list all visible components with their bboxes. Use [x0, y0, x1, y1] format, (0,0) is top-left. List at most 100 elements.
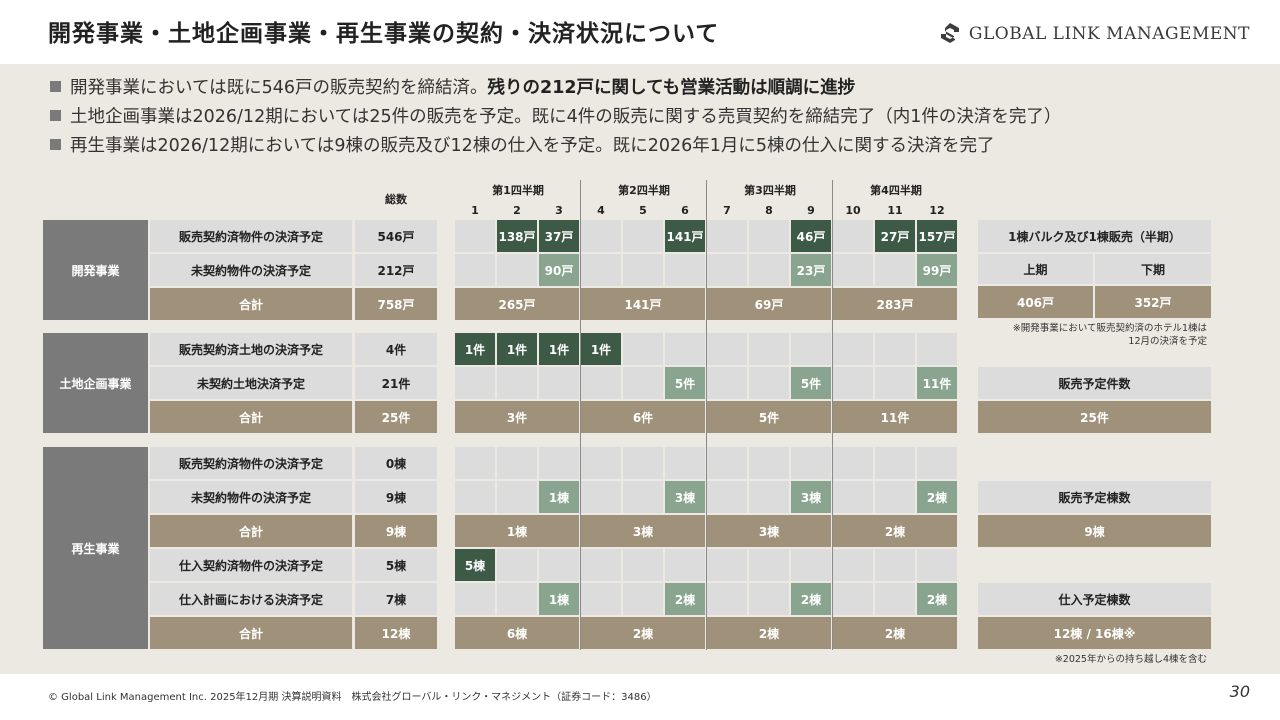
quarter-header: 第4四半期	[870, 184, 922, 197]
month-cell	[917, 549, 957, 581]
month-cell	[623, 549, 663, 581]
month-cell	[455, 481, 495, 513]
row-label: 合計	[150, 288, 352, 320]
company-logo: GLOBAL LINK MANAGEMENT	[939, 22, 1250, 46]
month-cell	[455, 583, 495, 615]
quarter-header: 第1四半期	[492, 184, 544, 197]
month-cell	[833, 333, 873, 365]
row-label: 合計	[150, 401, 352, 433]
quarter-sum-cell: 2棟	[833, 515, 957, 547]
month-cell	[917, 447, 957, 479]
row-total: 9棟	[355, 515, 437, 547]
month-cell	[707, 481, 747, 513]
section-label: 開発事業	[43, 220, 148, 320]
month-cell	[707, 367, 747, 399]
month-header: 12	[929, 203, 945, 217]
month-cell	[833, 583, 873, 615]
regen-purchase-title: 仕入予定棟数	[978, 583, 1211, 615]
month-cell	[581, 481, 621, 513]
bullet-text: 土地企画事業は2026/12期においては25件の販売を予定。既に4件の販売に関す…	[70, 107, 1062, 127]
total-column-header: 総数	[385, 193, 407, 206]
page-number: 30	[1229, 682, 1250, 701]
month-cell: 1棟	[539, 583, 579, 615]
quarter-sum-cell: 3棟	[581, 515, 705, 547]
row-label: 販売契約済物件の決済予定	[150, 447, 352, 479]
month-cell: 1件	[455, 333, 495, 365]
month-header: 11	[887, 203, 903, 217]
month-cell	[665, 254, 705, 286]
month-cell: 3棟	[665, 481, 705, 513]
month-cell: 2棟	[917, 481, 957, 513]
row-total: 7棟	[355, 583, 437, 615]
row-label: 未契約物件の決済予定	[150, 254, 352, 286]
month-cell	[749, 549, 789, 581]
month-cell	[581, 254, 621, 286]
month-cell	[623, 367, 663, 399]
month-cell	[707, 333, 747, 365]
row-total: 21件	[355, 367, 437, 399]
month-header: 9	[807, 203, 815, 217]
month-cell	[707, 447, 747, 479]
month-cell	[749, 333, 789, 365]
bullet-list: 開発事業においては既に546戸の販売契約を締結済。 残りの212戸に関しても営業活…	[50, 72, 1061, 159]
month-cell: 46戸	[791, 220, 831, 252]
month-cell	[581, 583, 621, 615]
row-total: 758戸	[355, 288, 437, 320]
bulk-title: 1棟バルク及び1棟販売（半期）	[978, 220, 1211, 252]
month-cell	[749, 367, 789, 399]
row-label: 合計	[150, 515, 352, 547]
regen-sales-value: 9棟	[978, 515, 1211, 547]
month-cell	[749, 583, 789, 615]
month-header: 3	[555, 203, 563, 217]
month-cell	[581, 220, 621, 252]
month-cell	[623, 447, 663, 479]
quarter-sum-cell: 6件	[581, 401, 705, 433]
month-cell	[875, 583, 915, 615]
row-total: 9棟	[355, 481, 437, 513]
row-total: 25件	[355, 401, 437, 433]
row-total: 12棟	[355, 617, 437, 649]
month-header: 6	[681, 203, 689, 217]
bulk-note: ※開発事業において販売契約済のホテル1棟は 12月の決済を予定	[1012, 323, 1207, 347]
month-header: 1	[471, 203, 479, 217]
bullet-item: 開発事業においては既に546戸の販売契約を締結済。 残りの212戸に関しても営業活…	[50, 72, 1061, 101]
month-cell	[581, 367, 621, 399]
month-cell	[791, 549, 831, 581]
month-header: 5	[639, 203, 647, 217]
month-cell: 1件	[497, 333, 537, 365]
month-cell	[497, 481, 537, 513]
month-cell	[749, 481, 789, 513]
section-label: 再生事業	[43, 447, 148, 649]
row-label: 未契約物件の決済予定	[150, 481, 352, 513]
month-cell	[875, 481, 915, 513]
month-cell	[665, 549, 705, 581]
month-cell: 2棟	[665, 583, 705, 615]
month-cell	[539, 447, 579, 479]
month-cell	[497, 254, 537, 286]
regen-note: ※2025年からの持ち越し4棟を含む	[1054, 654, 1207, 665]
row-total: 4件	[355, 333, 437, 365]
quarter-sum-cell: 283戸	[833, 288, 957, 320]
row-label: 仕入計画における決済予定	[150, 583, 352, 615]
month-cell	[833, 367, 873, 399]
month-header: 10	[845, 203, 861, 217]
quarter-sum-cell: 6棟	[455, 617, 579, 649]
month-cell: 157戸	[917, 220, 957, 252]
land-sales-value: 25件	[978, 401, 1211, 433]
month-cell	[581, 549, 621, 581]
row-label: 販売契約済物件の決済予定	[150, 220, 352, 252]
quarter-sum-cell: 3件	[455, 401, 579, 433]
quarter-sum-cell: 141戸	[581, 288, 705, 320]
quarter-sum-cell: 3棟	[707, 515, 831, 547]
month-cell: 37戸	[539, 220, 579, 252]
month-cell	[833, 481, 873, 513]
month-cell	[833, 549, 873, 581]
quarter-divider	[832, 180, 833, 650]
second-half-value: 352戸	[1095, 286, 1211, 318]
month-cell	[875, 333, 915, 365]
footer-copyright: © Global Link Management Inc. 2025年12月期 …	[48, 692, 657, 703]
quarter-sum-cell: 265戸	[455, 288, 579, 320]
month-cell	[455, 254, 495, 286]
month-cell	[665, 333, 705, 365]
month-cell: 90戸	[539, 254, 579, 286]
